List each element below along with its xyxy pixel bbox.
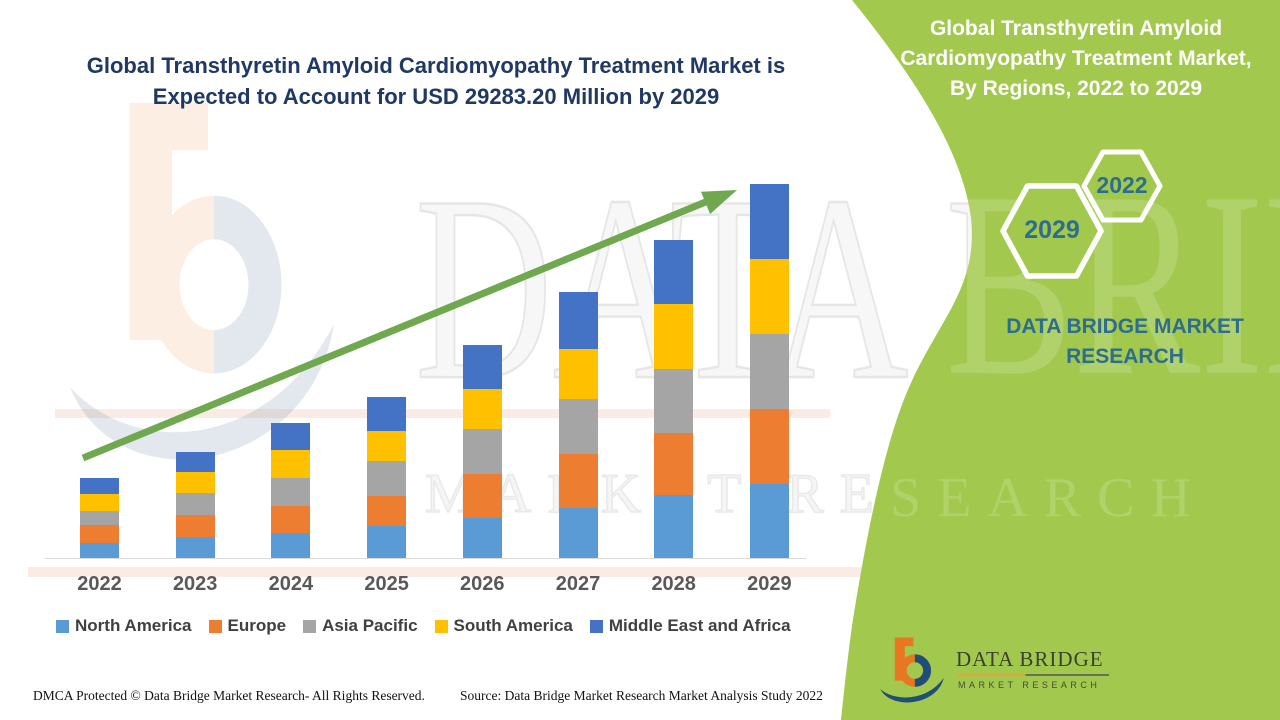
legend-label: Middle East and Africa (608, 616, 791, 635)
bar-segment-asia-pacific (654, 369, 694, 433)
x-axis-line (45, 558, 806, 559)
bar-segment-middle-east-and-africa (175, 452, 215, 472)
bar-segment-asia-pacific (367, 461, 407, 496)
legend-swatch (56, 620, 69, 633)
trend-arrow (81, 190, 737, 462)
bar-segment-europe (80, 525, 119, 543)
legend-label: South America (453, 616, 573, 635)
source-note: Source: Data Bridge Market Research Mark… (460, 688, 823, 703)
databridge-logo: DATA BRIDGE MARKET RESEARCH (876, 630, 1116, 714)
legend-item: Europe (208, 616, 287, 636)
bar-segment-europe (175, 515, 215, 537)
bar-segment-europe (558, 454, 598, 508)
bar-segment-south-america (80, 494, 119, 511)
legend-swatch (589, 620, 603, 633)
bar-segment-south-america (654, 304, 694, 369)
bar-segment-north-america (367, 526, 407, 558)
legend-item: South America (434, 616, 573, 636)
bar-segment-asia-pacific (175, 493, 215, 515)
legend-swatch (434, 620, 448, 633)
bar-segment-asia-pacific (80, 511, 119, 525)
brand-name-text: DATA BRIDGE MARKET RESEARCH (1006, 315, 1244, 368)
bar-segment-north-america (749, 484, 789, 558)
bar-segment-south-america (271, 450, 311, 478)
legend: North America Europe Asia Pacific South Ame… (56, 616, 791, 636)
databridge-logo-icon (880, 637, 944, 703)
faint-swoosh-band (28, 567, 866, 577)
bar-segment-middle-east-and-africa (80, 478, 119, 494)
bar-segment-asia-pacific (271, 478, 311, 506)
legend-label: North America (75, 616, 192, 635)
bar-segment-asia-pacific (558, 399, 598, 454)
bar-segment-middle-east-and-africa (462, 345, 502, 389)
hexagon-2022-outline (1081, 149, 1163, 223)
dmca-notice: DMCA Protected © Data Bridge Market Rese… (33, 688, 425, 703)
x-axis-label: 2027 (555, 573, 601, 595)
bar-segment-south-america (462, 389, 502, 429)
bar-segment-asia-pacific (462, 429, 502, 474)
x-axis-label: 2028 (651, 573, 696, 595)
bar-segment-north-america (654, 495, 694, 558)
logo-subtitle: MARKET RESEARCH (958, 680, 1101, 690)
bar-segment-europe (749, 409, 789, 484)
x-axis-label: 2022 (77, 573, 122, 595)
page-title: Global Transthyretin Amyloid Cardiomyopa… (86, 53, 786, 109)
bar-segment-north-america (558, 508, 598, 558)
bar-segment-europe (367, 496, 407, 526)
logo-wordmark: DATA BRIDGE (956, 647, 1104, 671)
watermark-on-green-line2: MARKET RESEARCH (425, 467, 1207, 529)
x-axis-label: 2024 (268, 573, 314, 595)
bar-segment-middle-east-and-africa (654, 240, 694, 304)
bar-segment-north-america (462, 518, 502, 558)
hexagon-2029-outline (1000, 183, 1104, 279)
legend-swatch (208, 620, 222, 633)
databridge-logo-watermark-icon (70, 102, 334, 460)
faint-swoosh-band (55, 409, 830, 418)
bar-segment-south-america (558, 349, 598, 399)
x-axis-label: 2026 (460, 573, 505, 595)
bar-segment-south-america (367, 431, 407, 461)
bar-segment-asia-pacific (749, 334, 789, 409)
logo-underline (957, 674, 1109, 676)
bar-segment-south-america (749, 259, 789, 334)
legend-item: Middle East and Africa (589, 616, 791, 636)
bar-segment-middle-east-and-africa (271, 423, 311, 450)
bar-segment-middle-east-and-africa (367, 397, 407, 431)
bar-segment-north-america (271, 533, 311, 558)
bar-segment-middle-east-and-africa (558, 292, 598, 349)
x-axis-label: 2025 (364, 573, 409, 595)
bar-segment-south-america (175, 472, 215, 493)
bar-segment-europe (462, 474, 502, 518)
hexagon-2022-label: 2022 (1096, 172, 1148, 198)
x-axis-label: 2029 (747, 573, 792, 595)
legend-swatch (303, 620, 317, 633)
legend-label: Europe (227, 616, 287, 635)
legend-label: Asia Pacific (322, 616, 418, 635)
legend-item: Asia Pacific (303, 616, 418, 636)
bar-segment-north-america (175, 537, 215, 558)
bar-segment-europe (654, 433, 694, 495)
bar-segment-europe (271, 506, 311, 533)
bar-segment-north-america (80, 543, 119, 558)
bar-segment-middle-east-and-africa (749, 184, 789, 259)
x-axis-label: 2023 (172, 573, 218, 595)
hexagon-2029-label: 2029 (1024, 216, 1080, 244)
legend-item: North America (56, 616, 192, 636)
right-panel-title: Global Transthyretin Amyloid Cardiomyopa… (900, 17, 1252, 100)
